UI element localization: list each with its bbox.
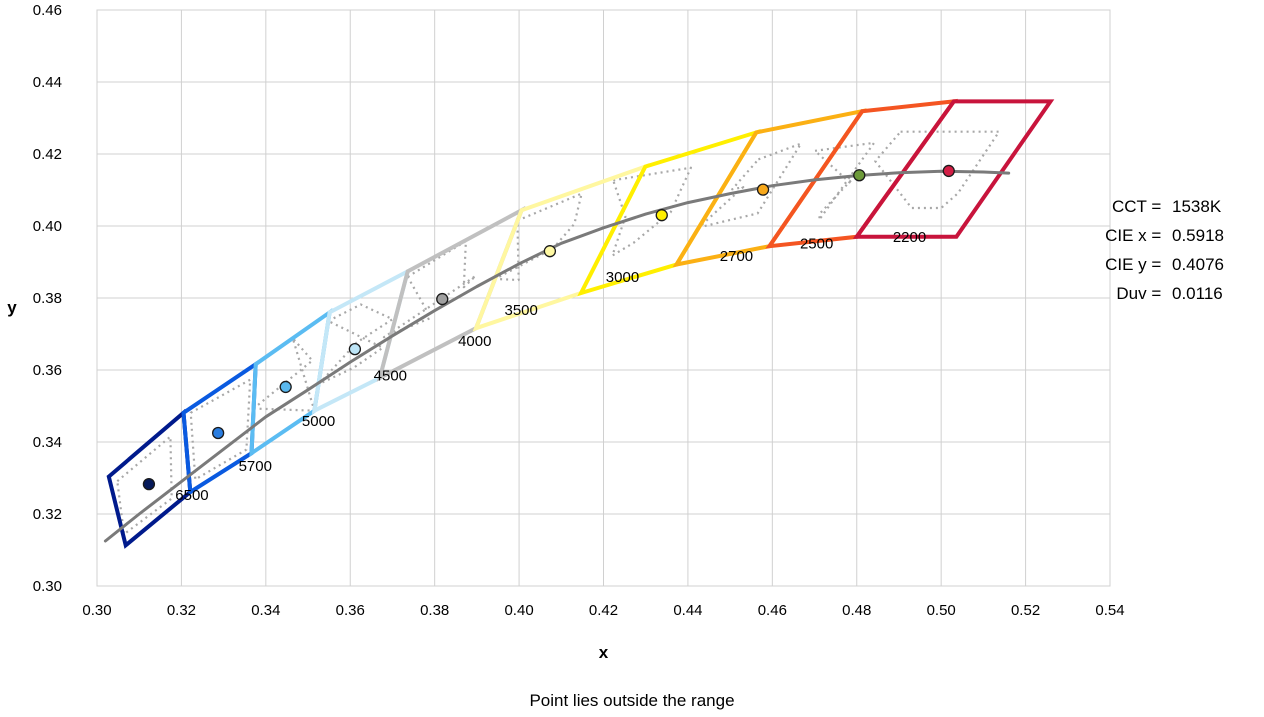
cct-label-3000: 3000 — [606, 269, 639, 286]
center-point-4500 — [348, 342, 362, 356]
y-tick-labels: 0.30 0.32 0.34 0.36 0.38 0.40 0.42 0.44 0.46 — [33, 2, 62, 595]
cct-labels: 6500 5700 5000 4500 4000 3500 3000 2700 2500 2200 — [175, 229, 926, 504]
center-point-2200 — [942, 164, 955, 178]
region-4000 — [376, 205, 526, 382]
cct-label: CCT = — [1111, 197, 1166, 216]
y-tick-label-4: 0.38 — [33, 290, 62, 307]
y-tick-label-6: 0.42 — [33, 146, 62, 163]
plot-area-border — [96, 9, 1111, 587]
x-axis-label: x — [599, 643, 609, 662]
inner-region-4000 — [382, 240, 477, 339]
cct-label-5700: 5700 — [239, 458, 272, 475]
y-tick-label-7: 0.44 — [33, 74, 62, 91]
y-tick-label-2: 0.34 — [33, 434, 62, 451]
x-tick-label-12: 0.54 — [1095, 602, 1124, 619]
x-tick-label-5: 0.40 — [504, 602, 533, 619]
inner-region-5700 — [189, 378, 252, 481]
cct-label-4500: 4500 — [374, 367, 407, 384]
x-tick-label-11: 0.52 — [1011, 602, 1040, 619]
x-tick-label-3: 0.36 — [336, 602, 365, 619]
locus-curve — [103, 169, 1011, 543]
region-3500 — [472, 163, 650, 332]
center-point-2500 — [853, 169, 866, 182]
outer-quadrangle-regions — [106, 98, 1055, 549]
center-point-5000 — [279, 380, 292, 394]
inner-region-2500 — [813, 141, 876, 221]
planckian-locus — [103, 169, 1011, 543]
cct-label-2500: 2500 — [800, 235, 833, 252]
inner-region-2700 — [697, 142, 803, 229]
x-tick-label-0: 0.30 — [82, 602, 111, 619]
duv-row: Duv = 0.0116 — [1064, 279, 1264, 308]
center-point-4000 — [436, 292, 449, 306]
cct-label-6500: 6500 — [175, 487, 208, 504]
duv-value: 0.0116 — [1172, 284, 1223, 303]
x-tick-label-8: 0.46 — [758, 602, 787, 619]
region-2700 — [672, 108, 867, 268]
center-point-3000 — [655, 209, 668, 222]
x-tick-labels: 0.30 0.32 0.34 0.36 0.38 0.40 0.42 0.44 0.46 0.48… — [82, 602, 1124, 619]
cie-y-value: 0.4076 — [1172, 255, 1224, 274]
y-tick-label-1: 0.32 — [33, 506, 62, 523]
center-point-5700 — [211, 426, 225, 440]
region-2200 — [852, 99, 1055, 239]
y-axis-label: y — [7, 298, 17, 317]
measurement-info: CCT = 1538K CIE x = 0.5918 CIE y = 0.407… — [1064, 192, 1264, 308]
cct-row: CCT = 1538K — [1064, 192, 1264, 221]
cct-label-4000: 4000 — [458, 333, 491, 350]
inner-region-2200 — [874, 130, 1001, 210]
cie-y-label: CIE y = — [1105, 255, 1166, 274]
cct-value: 1538K — [1172, 197, 1222, 216]
x-tick-label-2: 0.34 — [251, 602, 280, 619]
cct-label-5000: 5000 — [302, 413, 335, 430]
cie-x-row: CIE x = 0.5918 — [1064, 221, 1264, 250]
y-tick-label-0: 0.30 — [33, 578, 62, 595]
x-tick-label-1: 0.32 — [167, 602, 196, 619]
x-tick-label-10: 0.50 — [927, 602, 956, 619]
x-tick-label-9: 0.48 — [842, 602, 871, 619]
cct-label-3500: 3500 — [505, 302, 538, 319]
center-points — [142, 164, 955, 491]
inner-region-3500 — [493, 192, 583, 282]
cie-x-label: CIE x = — [1105, 226, 1166, 245]
y-tick-label-3: 0.36 — [33, 362, 62, 379]
inner-region-5000 — [252, 337, 316, 412]
center-point-6500 — [142, 477, 156, 491]
inner-region-4500 — [317, 303, 394, 386]
inner-region-3000 — [611, 166, 693, 257]
y-tick-label-5: 0.40 — [33, 218, 62, 235]
grid-lines — [96, 9, 1111, 587]
axes — [96, 9, 1111, 587]
center-point-3500 — [543, 245, 557, 258]
cct-label-2700: 2700 — [720, 248, 753, 265]
y-tick-label-8: 0.46 — [33, 2, 62, 19]
cct-label-2200: 2200 — [893, 229, 926, 246]
duv-label: Duv = — [1116, 284, 1166, 303]
center-point-2700 — [756, 183, 770, 196]
cie-y-row: CIE y = 0.4076 — [1064, 250, 1264, 279]
x-tick-label-4: 0.38 — [420, 602, 449, 619]
x-tick-label-7: 0.44 — [673, 602, 702, 619]
x-tick-label-6: 0.42 — [589, 602, 618, 619]
status-message: Point lies outside the range — [529, 691, 735, 710]
region-4500 — [311, 267, 411, 415]
cie-x-value: 0.5918 — [1172, 226, 1224, 245]
